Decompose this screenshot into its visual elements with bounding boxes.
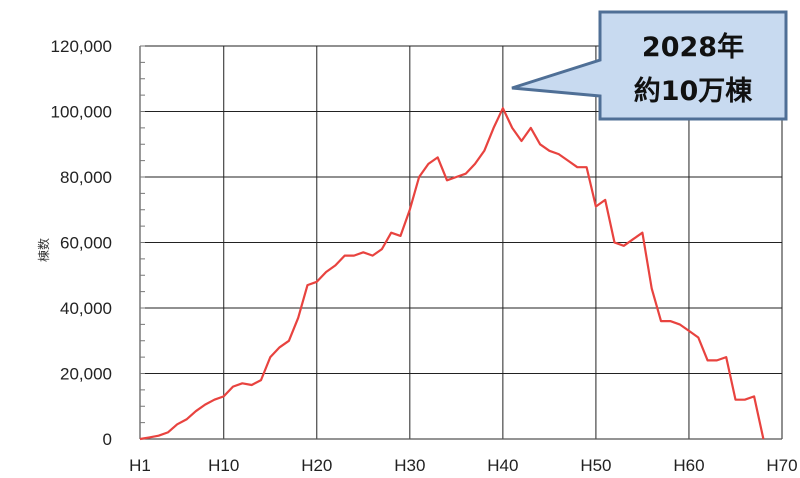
x-tick-label: H60 xyxy=(673,456,704,475)
y-tick-label: 0 xyxy=(103,430,112,449)
y-tick-label: 120,000 xyxy=(51,37,112,56)
callout-line-2: 約10万棟 xyxy=(634,75,754,107)
series-line xyxy=(139,107,765,441)
x-tick-label: H10 xyxy=(208,456,239,475)
x-tick-label: H40 xyxy=(487,456,518,475)
series-group xyxy=(139,107,765,441)
y-tick-label: 100,000 xyxy=(51,103,112,122)
callout-line-1: 2028年 xyxy=(642,31,744,63)
plot-frame xyxy=(139,45,782,440)
y-axis-label: 棟数 xyxy=(36,238,51,262)
y-tick-label: 80,000 xyxy=(60,168,112,187)
x-tick-label: H70 xyxy=(766,456,797,475)
y-tick-label: 20,000 xyxy=(60,365,112,384)
y-tick-label: 60,000 xyxy=(60,234,112,253)
x-tick-label: H1 xyxy=(129,456,151,475)
callout: 2028年 約10万棟 xyxy=(511,10,788,121)
x-axis-ticks: H1 H10 H20 H30 H40 H50 H60 H70 xyxy=(129,456,797,475)
callout-box xyxy=(511,10,788,121)
y-tick-label: 40,000 xyxy=(60,299,112,318)
x-tick-label: H30 xyxy=(394,456,425,475)
grid-lines xyxy=(140,45,783,440)
y-axis-ticks: 0 20,000 40,000 60,000 80,000 100,000 120,000 xyxy=(51,37,112,449)
x-tick-label: H50 xyxy=(580,456,611,475)
x-tick-label: H20 xyxy=(301,456,332,475)
